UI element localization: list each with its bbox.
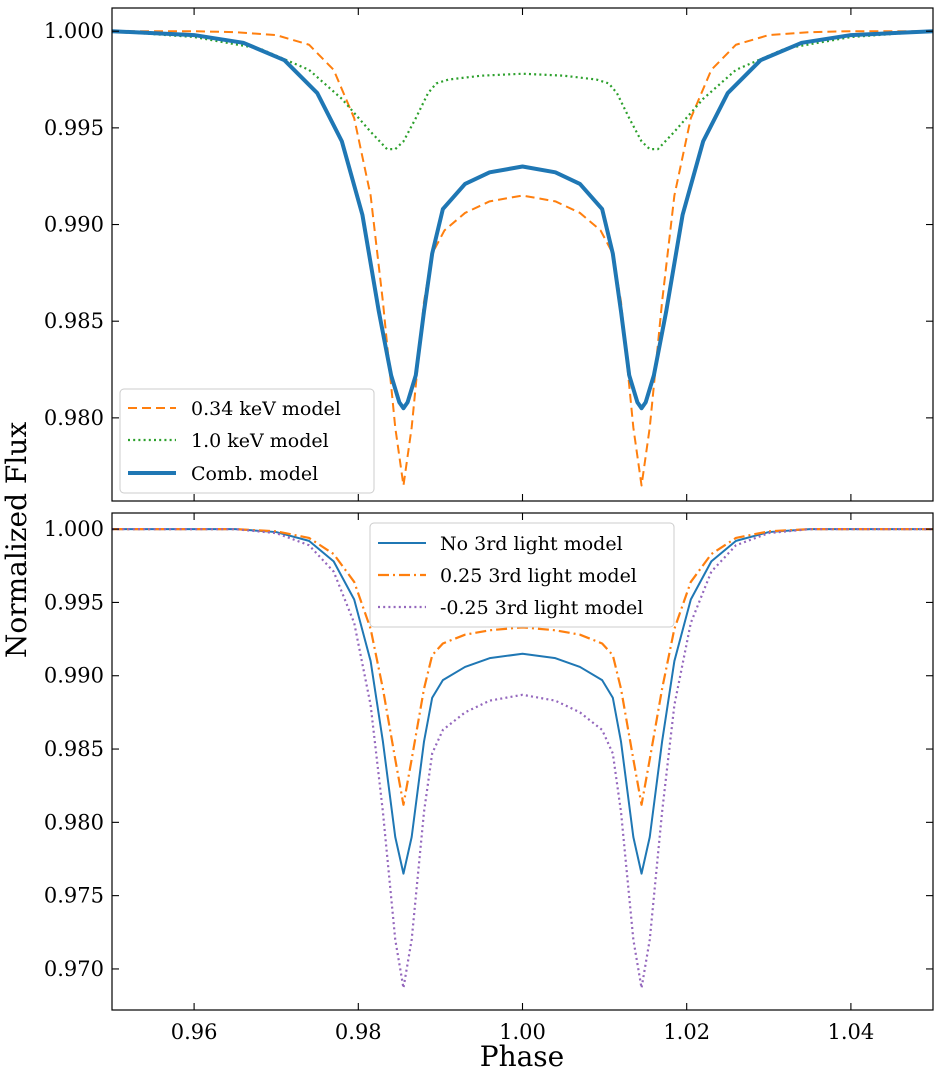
legend-label-neg-0.25-3rd-light: -0.25 3rd light model: [440, 597, 643, 619]
bottom-y-tick-label: 0.985: [44, 737, 104, 761]
bottom-y-tick-label: 0.970: [44, 957, 104, 981]
bottom-y-tick-label: 0.990: [44, 664, 104, 688]
bottom-panel: 0.970 0.975 0.980 0.985 0.990 0.995 1.000 0.96 0…: [44, 512, 934, 1044]
bottom-y-tick-label: 0.975: [44, 884, 104, 908]
bottom-panel-ticks: 0.970 0.975 0.980 0.985 0.990 0.995 1.000 0.96 0…: [44, 513, 933, 1044]
legend-label-0.34-kev: 0.34 keV model: [191, 398, 341, 420]
bottom-y-tick-label: 0.980: [44, 810, 104, 834]
bottom-x-tick-label: 1.02: [663, 1020, 710, 1044]
legend-label-no-3rd-light: No 3rd light model: [440, 533, 623, 555]
bottom-legend: No 3rd light model 0.25 3rd light model …: [369, 522, 675, 628]
bottom-legend-box: [369, 522, 675, 628]
bottom-x-tick-label: 1.00: [499, 1020, 546, 1044]
x-axis-label: Phase: [480, 1040, 565, 1073]
top-y-tick-label: 0.985: [44, 309, 104, 333]
top-panel: 0.980 0.985 0.990 0.995 1.000 0.34 keV model…: [44, 7, 934, 502]
bottom-series--0.25-3rd-light-model: [112, 528, 933, 990]
top-series-0.34-kev-model: [112, 30, 933, 487]
legend-label-comb: Comb. model: [191, 463, 318, 485]
bottom-series-no-3rd-light-model: [112, 528, 933, 875]
bottom-x-tick-label: 1.04: [828, 1020, 875, 1044]
bottom-x-tick-label: 0.96: [171, 1020, 218, 1044]
bottom-y-tick-label: 0.995: [44, 590, 104, 614]
bottom-y-tick-label: 1.000: [44, 517, 104, 541]
top-legend: 0.34 keV model 1.0 keV model Comb. model: [119, 388, 375, 494]
top-y-tick-label: 0.980: [44, 406, 104, 430]
legend-label-0.25-3rd-light: 0.25 3rd light model: [440, 565, 637, 587]
top-panel-lines: [111, 29, 934, 487]
top-legend-box: [119, 388, 375, 494]
top-y-tick-label: 1.000: [44, 19, 104, 43]
top-y-tick-label: 0.990: [44, 213, 104, 237]
top-series-comb.-model: [111, 29, 934, 411]
top-y-tick-label: 0.995: [44, 116, 104, 140]
legend-label-1.0-kev: 1.0 keV model: [191, 430, 329, 452]
bottom-x-tick-label: 0.98: [335, 1020, 382, 1044]
top-panel-ticks: 0.980 0.985 0.990 0.995 1.000: [44, 8, 933, 501]
y-axis-label: Normalized Flux: [0, 422, 33, 658]
